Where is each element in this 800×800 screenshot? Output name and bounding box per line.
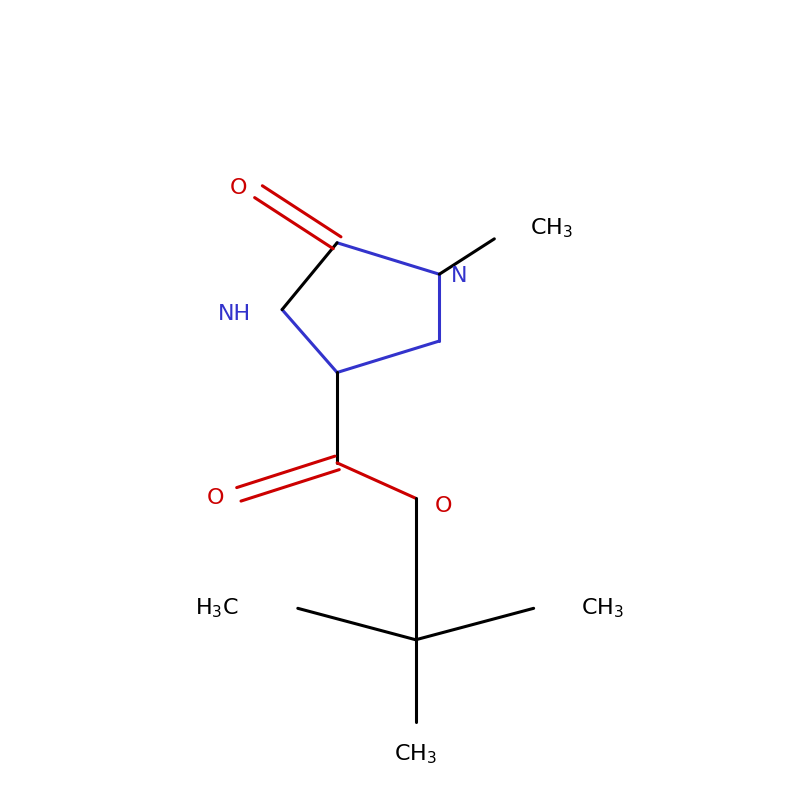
- Text: O: O: [434, 496, 452, 516]
- Text: N: N: [450, 266, 467, 286]
- Text: O: O: [230, 178, 247, 198]
- Text: CH$_3$: CH$_3$: [394, 742, 438, 766]
- Text: H$_3$C: H$_3$C: [195, 597, 239, 620]
- Text: NH: NH: [218, 303, 251, 323]
- Text: CH$_3$: CH$_3$: [530, 217, 573, 241]
- Text: CH$_3$: CH$_3$: [581, 597, 624, 620]
- Text: O: O: [206, 488, 224, 508]
